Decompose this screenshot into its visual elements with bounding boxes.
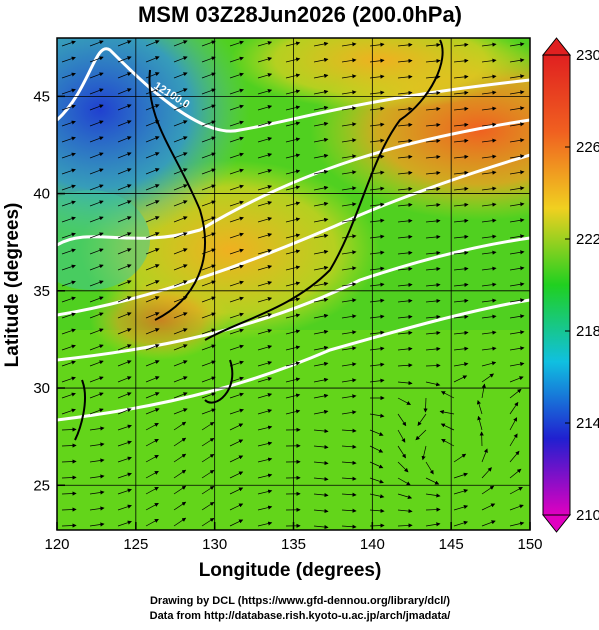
x-tick-label: 140 — [360, 536, 385, 553]
colorbar-tick-label: 222 — [576, 231, 599, 248]
x-tick-label: 130 — [202, 536, 227, 553]
y-tick-label: 35 — [33, 283, 50, 300]
x-tick-label: 150 — [517, 536, 542, 553]
credit: Data from http://database.rish.kyoto-u.a… — [150, 610, 451, 622]
x-tick-label: 135 — [281, 536, 306, 553]
colorbar-tick-label: 230 — [576, 47, 599, 64]
colorbar — [543, 38, 570, 532]
x-axis-title: Longitude (degrees) — [199, 560, 382, 581]
x-tick-label: 120 — [44, 536, 69, 553]
x-tick-label: 145 — [439, 536, 464, 553]
y-tick-label: 45 — [33, 88, 50, 105]
x-tick-label: 125 — [123, 536, 148, 553]
credit: Drawing by DCL (https://www.gfd-dennou.o… — [150, 595, 450, 607]
field — [0, 0, 599, 530]
colorbar-tick-label: 226 — [576, 139, 599, 156]
y-tick-label: 40 — [33, 186, 50, 203]
chart-title: MSM 03Z28Jun2026 (200.0hPa) — [138, 2, 462, 27]
y-tick-label: 30 — [33, 380, 50, 397]
colorbar-tick-label: 214 — [576, 415, 599, 432]
colorbar-tick-label: 218 — [576, 323, 599, 340]
y-axis-title: Latitude (degrees) — [2, 203, 23, 368]
colorbar-tick-label: 210 — [576, 507, 599, 524]
y-tick-label: 25 — [33, 477, 50, 494]
